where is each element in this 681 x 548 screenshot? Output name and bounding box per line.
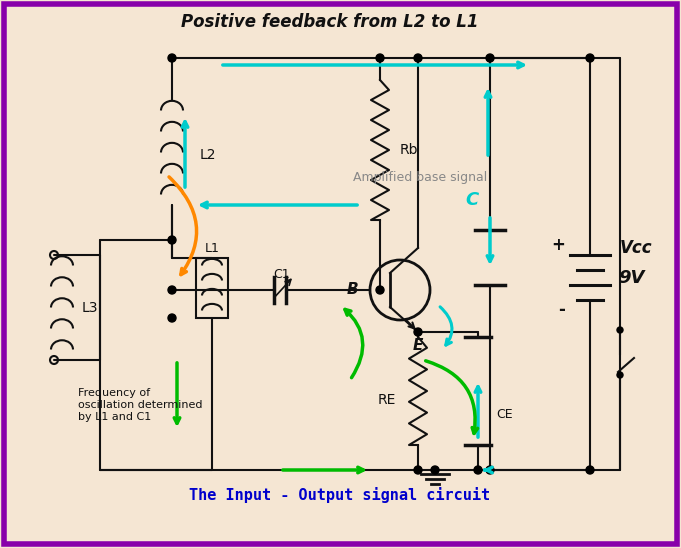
Circle shape — [617, 372, 623, 378]
Text: C: C — [465, 191, 479, 209]
Text: L3: L3 — [82, 301, 99, 315]
Text: B: B — [347, 283, 358, 298]
Text: -: - — [558, 301, 565, 319]
Text: RE: RE — [378, 393, 396, 407]
Text: Vcc: Vcc — [620, 239, 652, 257]
Circle shape — [168, 314, 176, 322]
Circle shape — [168, 236, 176, 244]
Text: L2: L2 — [200, 148, 217, 162]
Text: C1: C1 — [274, 269, 290, 282]
Circle shape — [474, 466, 482, 474]
Text: 9V: 9V — [618, 269, 644, 287]
Text: Frequency of
oscillation determined
by L1 and C1: Frequency of oscillation determined by L… — [78, 389, 202, 421]
Circle shape — [486, 54, 494, 62]
Circle shape — [168, 54, 176, 62]
Circle shape — [376, 286, 384, 294]
Circle shape — [414, 328, 422, 336]
Circle shape — [586, 54, 594, 62]
Text: Amplified base signal: Amplified base signal — [353, 172, 487, 185]
Circle shape — [617, 327, 623, 333]
Circle shape — [168, 286, 176, 294]
Text: L1: L1 — [204, 242, 219, 254]
Text: E: E — [413, 339, 423, 353]
Text: Positive feedback from L2 to L1: Positive feedback from L2 to L1 — [181, 13, 479, 31]
Circle shape — [414, 54, 422, 62]
Text: CE: CE — [496, 408, 513, 421]
Text: Rb: Rb — [400, 143, 419, 157]
Circle shape — [586, 466, 594, 474]
Circle shape — [414, 466, 422, 474]
Bar — [196, 258, 228, 318]
Circle shape — [376, 54, 384, 62]
Text: The Input - Output signal circuit: The Input - Output signal circuit — [189, 487, 490, 503]
Circle shape — [431, 466, 439, 474]
Text: +: + — [551, 236, 565, 254]
Circle shape — [486, 466, 494, 474]
